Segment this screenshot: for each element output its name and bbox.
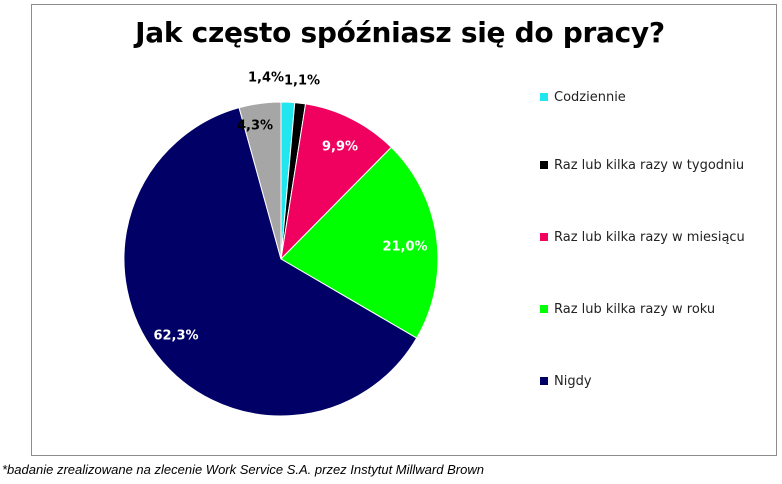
legend-item-roku: Raz lub kilka razy w roku [540, 302, 715, 317]
data-label-codziennie: 1,4% [248, 71, 284, 86]
legend-item-tygodniu: Raz lub kilka razy w tygodniu [540, 158, 744, 173]
legend-item-codziennie: Codziennie [540, 90, 626, 105]
legend-item-nigdy: Nigdy [540, 374, 592, 389]
data-label-nigdy: 62,3% [153, 329, 198, 344]
footnote: *badanie zrealizowane na zlecenie Work S… [2, 462, 484, 477]
pie-slice-roku [280, 146, 439, 339]
legend-swatch [540, 305, 548, 313]
legend-label: Codziennie [554, 90, 626, 105]
legend-swatch [540, 93, 548, 101]
pie-slice-nigdy [123, 107, 418, 417]
data-label-tygodniu: 1,1% [284, 74, 320, 89]
data-label-inne: 4,3% [237, 119, 273, 134]
data-label-miesiacu: 9,9% [322, 140, 358, 155]
legend-label: Raz lub kilka razy w miesiącu [554, 230, 745, 245]
data-label-roku: 21,0% [382, 240, 427, 255]
legend-label: Raz lub kilka razy w tygodniu [554, 158, 745, 173]
legend-swatch [540, 161, 548, 169]
legend-label: Raz lub kilka razy w roku [554, 302, 716, 317]
chart-title: Jak często spóźniasz się do pracy? [135, 16, 665, 49]
legend-swatch [540, 233, 548, 241]
legend-swatch [540, 377, 548, 385]
legend-label: Nigdy [554, 374, 592, 389]
pie-slice-inne [238, 101, 282, 260]
pie-slice-miesiacu [280, 103, 393, 261]
legend-item-miesiacu: Raz lub kilka razy w miesiącu [540, 230, 745, 245]
